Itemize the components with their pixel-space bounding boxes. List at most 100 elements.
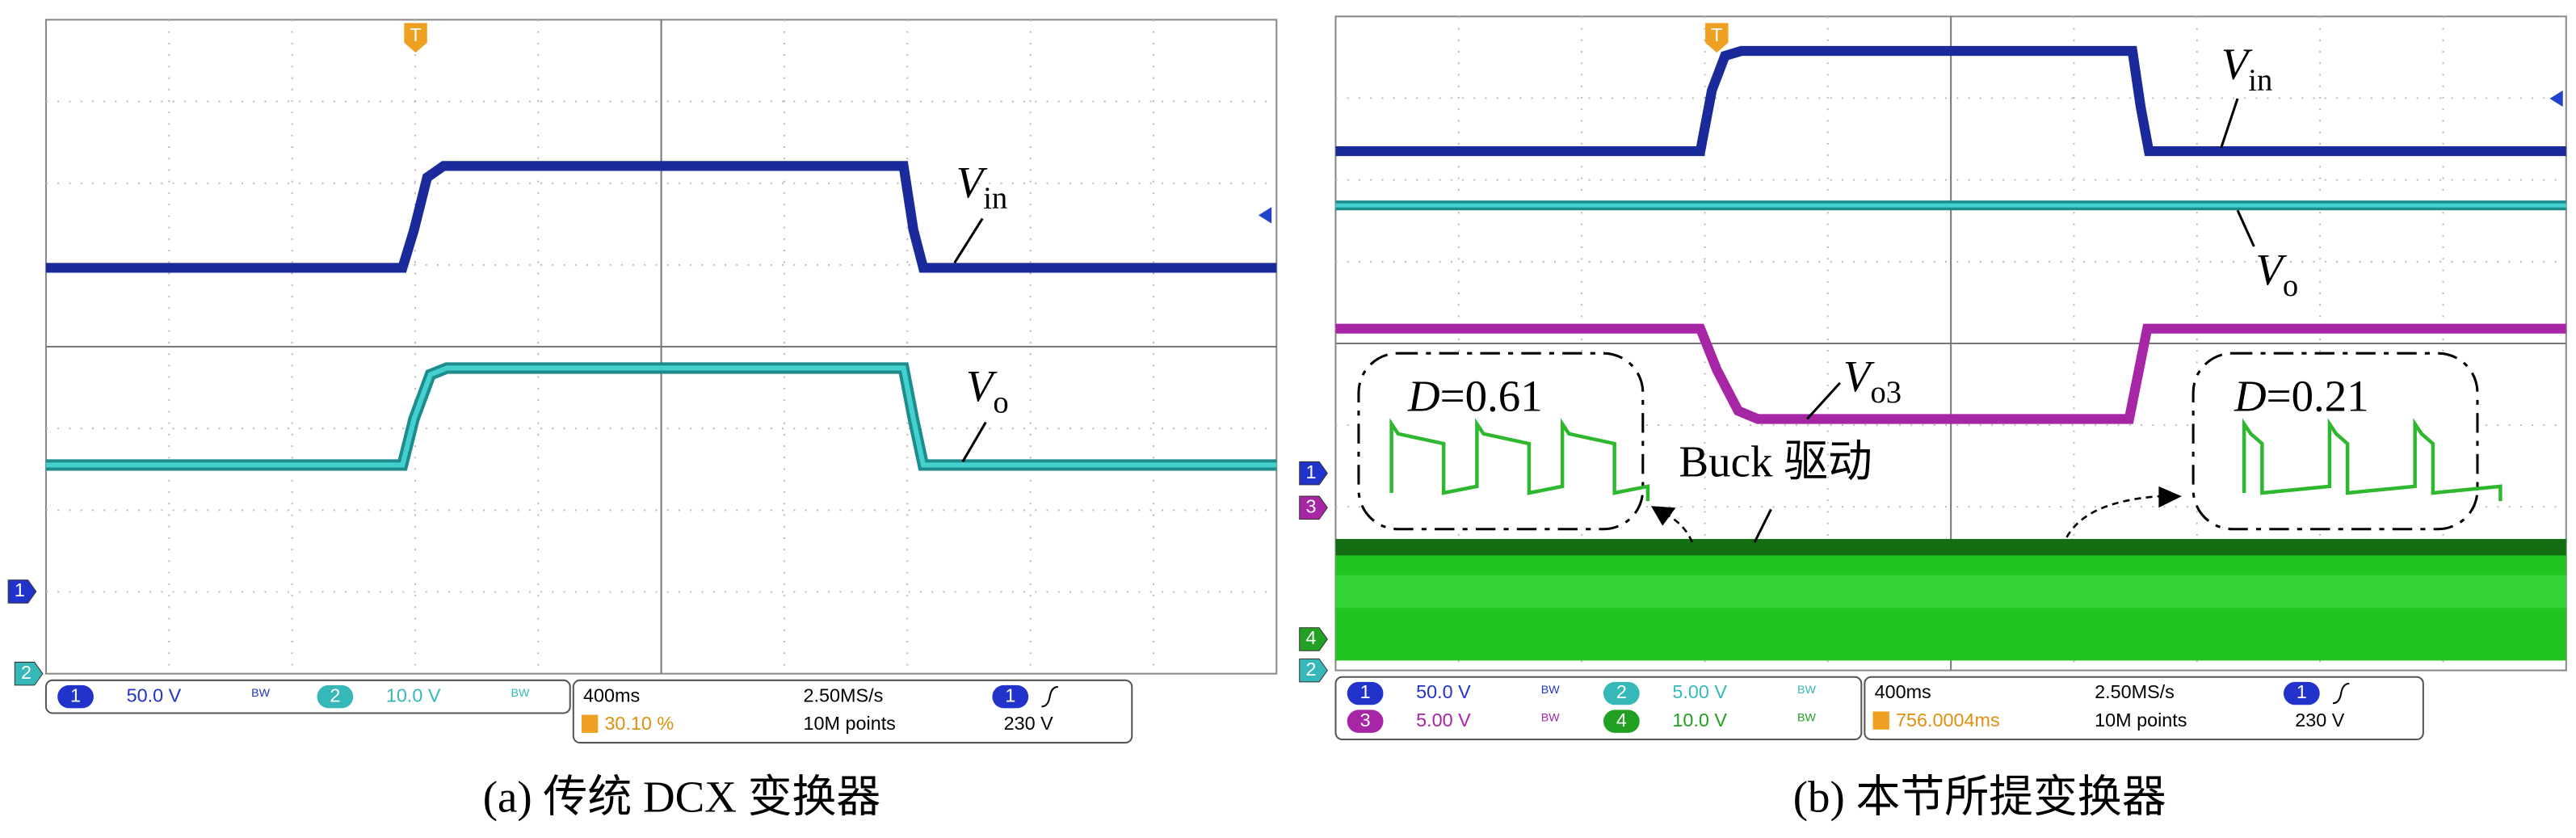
trigger-icon xyxy=(581,714,599,733)
ground-text: 3 xyxy=(1305,495,1316,516)
record-length: 10M points xyxy=(2095,710,2187,731)
channel-number: 2 xyxy=(330,684,340,705)
ground-marker xyxy=(1299,495,1328,520)
status-box xyxy=(1864,676,2424,741)
zoom-box xyxy=(2191,352,2479,531)
slope-icon xyxy=(2332,682,2350,705)
source-number: 1 xyxy=(1005,684,1015,705)
timebase: 400ms xyxy=(1875,681,1931,702)
channel-number: 1 xyxy=(1360,681,1371,702)
sub: in xyxy=(2248,64,2272,98)
sym: V xyxy=(2221,40,2253,89)
bw-mark: BW xyxy=(1797,684,1816,697)
sample-rate: 2.50MS/s xyxy=(2095,681,2175,702)
channel-badge xyxy=(1603,681,1640,705)
ground-text: 1 xyxy=(15,579,25,600)
channel-number: 4 xyxy=(1616,710,1627,731)
channel-number: 3 xyxy=(1360,710,1371,731)
bw-mark: BW xyxy=(1797,712,1816,725)
generated: T T 1 2 1 3 4 2 1 50.0 V BW 2 10.0 V BW 400ms 2.50MS/s 3… xyxy=(7,23,2424,744)
vin-trace xyxy=(45,161,1277,273)
status-box xyxy=(572,679,1133,744)
channel-number: 2 xyxy=(1616,681,1627,702)
source-number: 1 xyxy=(2297,681,2307,702)
drive-wave xyxy=(1389,418,1650,502)
caption: (a) 传统 DCX 变换器 xyxy=(483,772,880,821)
channel-scale: 5.00 V xyxy=(1416,710,1471,731)
buck-drive-band xyxy=(1335,538,2566,556)
source-badge xyxy=(992,684,1029,709)
sub: o3 xyxy=(1870,376,1902,410)
label: Vo3 xyxy=(1843,352,1902,410)
trigger-level xyxy=(2549,90,2563,107)
val: =0.61 xyxy=(1440,371,1543,420)
timebase: 400ms xyxy=(583,684,640,705)
trigger-marker xyxy=(1705,23,1729,53)
trigger-text: T xyxy=(1711,24,1722,45)
channel-scale: 5.00 V xyxy=(1672,681,1727,702)
ground-marker xyxy=(1299,658,1328,683)
trigger-position: 30.10 % xyxy=(604,713,674,734)
bw-mark: BW xyxy=(1541,684,1560,697)
label: Vin xyxy=(956,158,1008,216)
channel-scale: 50.0 V xyxy=(127,684,182,705)
bw-mark: BW xyxy=(1541,712,1560,725)
trigger-icon xyxy=(1872,711,1889,730)
trigger-marker xyxy=(404,23,427,53)
channel-badge xyxy=(1347,681,1384,705)
vo-trace xyxy=(45,365,1277,468)
source-badge xyxy=(2283,681,2320,705)
channel-badge xyxy=(1347,710,1384,733)
leader xyxy=(961,421,987,463)
leader xyxy=(2236,209,2255,247)
buck-drive-band xyxy=(1335,575,2566,608)
ground-marker xyxy=(14,661,44,686)
sym: V xyxy=(1843,352,1875,401)
drive-label: Buck 驱动 xyxy=(1679,437,1872,486)
sub: o xyxy=(993,385,1008,419)
trigger-text: T xyxy=(410,24,421,45)
label: Vo xyxy=(966,361,1009,419)
leader xyxy=(1753,508,1772,543)
sym: V xyxy=(2255,245,2287,294)
sub: o xyxy=(2283,269,2298,303)
ground-text: 2 xyxy=(1305,659,1316,680)
channel-scale: 50.0 V xyxy=(1416,681,1471,702)
status-box xyxy=(44,679,571,714)
ground-text: 1 xyxy=(1305,461,1316,482)
ground-marker xyxy=(1299,461,1328,486)
channel-badge xyxy=(57,684,94,709)
sym: V xyxy=(956,158,988,207)
trigger-level: 230 V xyxy=(1004,713,1054,734)
ground-marker xyxy=(1299,627,1328,651)
status-box xyxy=(1334,676,1863,741)
bw-mark: BW xyxy=(251,687,270,700)
drive-wave xyxy=(2242,418,2502,502)
duty-label: D=0.21 xyxy=(2234,371,2369,420)
sub: in xyxy=(983,182,1007,216)
trigger-level: 230 V xyxy=(2295,710,2345,731)
channel-number: 1 xyxy=(70,684,81,705)
leader xyxy=(2220,98,2239,149)
channel-badge xyxy=(1603,710,1640,733)
ground-text: 2 xyxy=(21,662,32,683)
caption: (b) 本节所提变换器 xyxy=(1793,772,2166,821)
sym: V xyxy=(966,361,998,411)
record-length: 10M points xyxy=(804,713,896,734)
leader xyxy=(1806,381,1841,420)
trigger-level xyxy=(1258,207,1272,224)
duty-label: D=0.61 xyxy=(1407,371,1543,420)
arrow-head xyxy=(2158,486,2182,508)
channel-scale: 10.0 V xyxy=(1672,710,1727,731)
label: Vin xyxy=(2221,40,2273,98)
trigger-position: 756.0004ms xyxy=(1896,710,2000,731)
ground-text: 4 xyxy=(1305,627,1316,648)
zoom-box xyxy=(1357,352,1645,531)
zoom-waves xyxy=(1389,418,2502,502)
channel-scale: 10.0 V xyxy=(386,684,441,705)
sym: D xyxy=(2234,371,2267,420)
bw-mark: BW xyxy=(511,687,530,700)
label: Vo xyxy=(2255,245,2298,303)
vo3-trace xyxy=(1335,323,2566,424)
